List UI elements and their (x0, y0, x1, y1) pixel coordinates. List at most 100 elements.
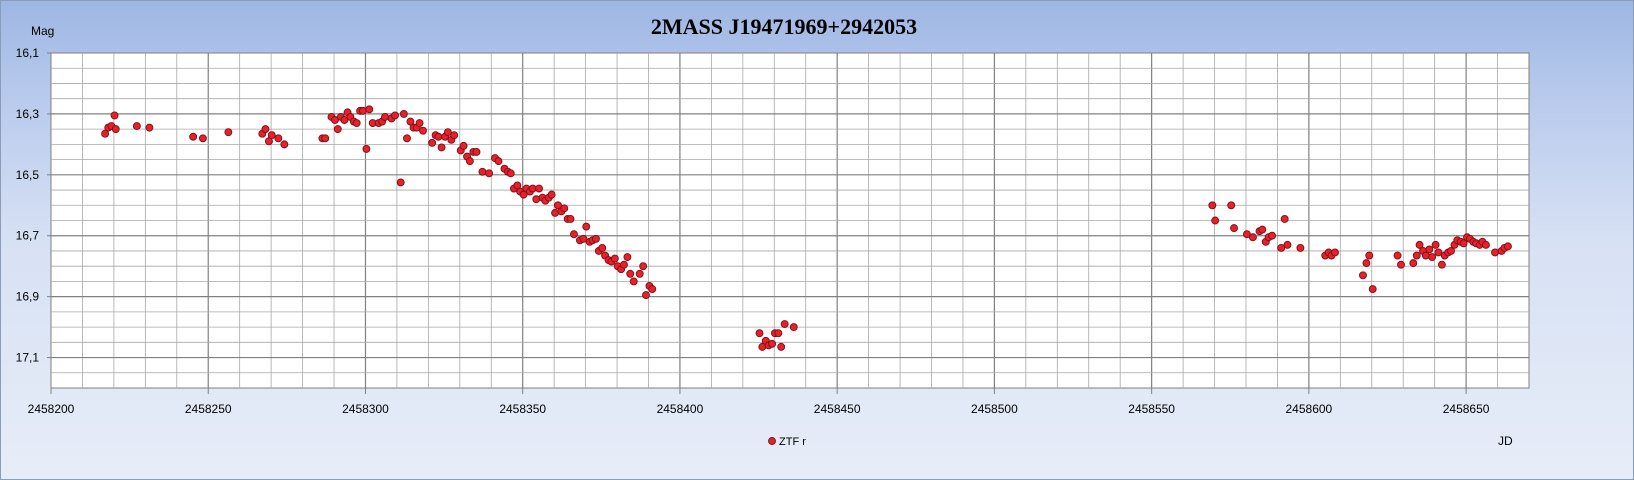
legend-marker (768, 437, 776, 445)
data-point (321, 134, 330, 143)
data-point (267, 131, 276, 140)
data-point (381, 113, 389, 121)
data-point (780, 320, 789, 328)
data-point (352, 119, 361, 127)
data-point (437, 143, 446, 152)
data-point (1437, 260, 1446, 269)
data-point (261, 125, 270, 134)
x-tick-label: 2458500 (971, 402, 1018, 416)
data-point (396, 178, 405, 187)
data-point (1362, 259, 1371, 268)
data-point (145, 123, 154, 132)
data-point (132, 122, 141, 131)
data-point (629, 277, 638, 286)
data-point (566, 215, 575, 223)
x-tick-label: 2458200 (28, 402, 75, 416)
y-tick-label: 16,1 (16, 46, 40, 60)
data-point (1283, 240, 1292, 249)
data-point (1409, 259, 1418, 268)
data-point (1459, 239, 1468, 248)
y-tick-label: 16,5 (16, 168, 40, 182)
data-point (642, 291, 650, 300)
data-point (1428, 253, 1437, 261)
data-point (1434, 248, 1443, 257)
y-tick-label: 16,7 (16, 229, 40, 243)
x-tick-label: 2458600 (1286, 402, 1333, 416)
data-point (1331, 248, 1339, 257)
data-point (1230, 224, 1238, 233)
data-point (1481, 240, 1490, 249)
data-point (560, 204, 569, 213)
data-point (478, 167, 487, 176)
data-point (1280, 215, 1289, 223)
data-point (1258, 225, 1267, 234)
data-point (434, 132, 443, 141)
data-point (1491, 248, 1499, 257)
x-tick-label: 2458650 (1443, 402, 1490, 416)
data-point (406, 117, 415, 126)
data-point (598, 243, 607, 252)
data-point (403, 134, 411, 143)
data-point (579, 234, 588, 243)
grid-lines (51, 53, 1529, 388)
data-point (626, 269, 635, 278)
data-point (1368, 285, 1377, 293)
data-point (274, 134, 283, 143)
data-point (280, 140, 289, 149)
data-point (623, 253, 632, 261)
y-tick-label: 16,9 (16, 290, 40, 304)
data-point (1296, 243, 1305, 252)
data-point (101, 129, 110, 138)
data-point (1227, 201, 1236, 210)
data-point (362, 144, 371, 153)
data-point (465, 157, 474, 166)
data-point (777, 342, 786, 351)
data-point (111, 125, 120, 134)
y-axis-ticks: 16,1 16,3 16,5 16,7 16,9 17,1 (16, 46, 51, 365)
x-axis-title: JD (1498, 434, 1513, 448)
data-point (639, 262, 648, 271)
data-point (582, 222, 591, 231)
legend-label-ztf-r: ZTF r (779, 436, 806, 448)
data-point (1397, 260, 1405, 269)
y-tick-label: 16,3 (16, 107, 40, 121)
data-point (768, 339, 777, 348)
data-point (443, 128, 452, 137)
data-point (110, 111, 119, 120)
y-axis-title: Mag (31, 24, 54, 38)
data-point (755, 329, 764, 338)
data-point (620, 260, 628, 269)
data-point (1365, 251, 1374, 260)
data-point (774, 329, 783, 338)
data-point (1431, 240, 1440, 249)
chart-title: 2MASS J19471969+2942053 (651, 14, 917, 39)
data-point (1277, 243, 1286, 252)
data-point (365, 105, 374, 114)
data-point (494, 157, 503, 166)
x-axis-ticks: 2458200 2458250 2458300 2458350 2458400 24584… (28, 388, 1490, 416)
data-point (553, 201, 562, 210)
x-tick-label: 2458350 (499, 402, 546, 416)
data-point (1208, 201, 1217, 210)
data-point (450, 131, 459, 140)
data-point (1393, 251, 1402, 260)
data-point (592, 234, 600, 243)
data-point (1412, 251, 1421, 260)
data-point (547, 190, 556, 199)
data-point (333, 125, 342, 134)
y-tick-label: 17,1 (16, 351, 40, 365)
data-point (610, 254, 619, 263)
data-point (1503, 242, 1512, 251)
x-tick-label: 2458400 (657, 402, 704, 416)
data-point (635, 269, 644, 278)
data-point (459, 141, 468, 150)
data-point (1415, 240, 1424, 249)
data-point (1447, 247, 1455, 255)
data-point (1425, 245, 1434, 254)
data-point (419, 126, 427, 135)
data-point (189, 132, 198, 141)
data-point (428, 138, 437, 147)
data-point (485, 169, 494, 178)
data-point (1211, 216, 1220, 225)
